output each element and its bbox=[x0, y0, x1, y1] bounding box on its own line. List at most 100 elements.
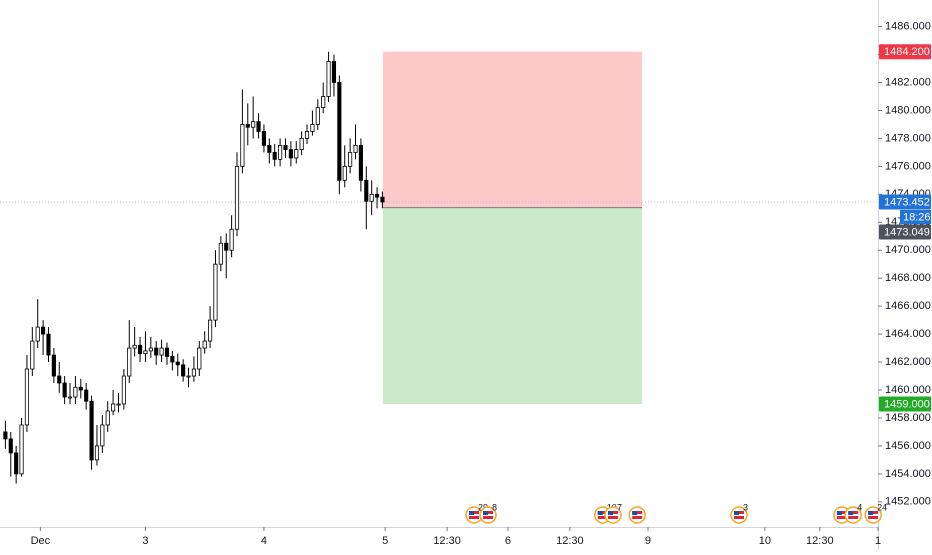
candle-body bbox=[137, 344, 143, 355]
candle-body bbox=[337, 82, 342, 181]
candle-body bbox=[57, 375, 62, 384]
candle-body bbox=[73, 386, 78, 398]
x-tick-label: 4 bbox=[261, 535, 267, 547]
candle-body bbox=[67, 396, 73, 399]
candle-body bbox=[94, 445, 100, 461]
flag-canton bbox=[469, 511, 475, 515]
candle-body bbox=[51, 354, 56, 377]
candle-body bbox=[19, 424, 24, 475]
candle-body bbox=[170, 356, 175, 363]
candle-body bbox=[148, 347, 153, 352]
candle-body bbox=[299, 137, 304, 150]
event-count: 3 bbox=[743, 502, 748, 512]
candle-body bbox=[111, 403, 116, 412]
y-tick-label: 1456.000 bbox=[885, 440, 931, 452]
candle-body bbox=[100, 424, 105, 447]
candle-body bbox=[208, 319, 213, 342]
y-tick-label: 1454.000 bbox=[885, 468, 931, 480]
candle-body bbox=[89, 400, 94, 461]
candle-body bbox=[186, 375, 191, 378]
y-tick-label: 1478.000 bbox=[885, 132, 931, 144]
event-icon bbox=[844, 506, 862, 524]
candle-body bbox=[143, 350, 148, 355]
candle-body bbox=[154, 347, 159, 356]
event-icon bbox=[465, 506, 483, 524]
candle-body bbox=[218, 242, 223, 265]
candle-body bbox=[84, 389, 89, 402]
candle-body bbox=[288, 149, 293, 159]
candle-body bbox=[127, 347, 132, 377]
candle-body bbox=[342, 165, 347, 181]
candle-body bbox=[358, 144, 363, 181]
event-count: 29 bbox=[478, 502, 488, 512]
x-tick-label: Dec bbox=[31, 535, 51, 547]
candle-body bbox=[35, 326, 40, 342]
target-label-box bbox=[879, 396, 931, 412]
candle-body bbox=[132, 344, 137, 349]
y-tick-label: 1466.000 bbox=[885, 300, 931, 312]
candle-body bbox=[24, 368, 30, 426]
candle-body bbox=[191, 368, 196, 377]
flag-canton bbox=[734, 511, 740, 515]
candle-body bbox=[41, 326, 46, 335]
event-icon bbox=[730, 506, 748, 524]
y-tick-label: 1452.000 bbox=[885, 496, 931, 508]
countdown-label: 18:26 bbox=[903, 211, 931, 223]
candle-body bbox=[278, 144, 283, 160]
profit-zone bbox=[382, 207, 643, 404]
y-tick-label: 1486.000 bbox=[885, 20, 931, 32]
flag-canton bbox=[868, 511, 874, 515]
candle-body bbox=[229, 228, 234, 251]
event-count: 8 bbox=[492, 502, 497, 512]
candle-body bbox=[310, 124, 315, 132]
entry-label-box bbox=[879, 224, 931, 240]
candle-body bbox=[175, 361, 180, 366]
candle-body bbox=[234, 165, 240, 230]
x-tick-label: 12:30 bbox=[556, 535, 584, 547]
y-tick-label: 1470.000 bbox=[885, 244, 931, 256]
target-label: 1459.000 bbox=[884, 398, 930, 410]
candle-body bbox=[164, 347, 170, 357]
candle-body bbox=[315, 107, 320, 125]
candle-body bbox=[353, 144, 358, 153]
candle-body bbox=[46, 333, 51, 356]
candle-body bbox=[251, 121, 256, 128]
x-tick-label: 3 bbox=[142, 535, 148, 547]
y-tick-label: 1462.000 bbox=[885, 356, 931, 368]
candle-body bbox=[283, 144, 288, 150]
y-tick-label: 1460.000 bbox=[885, 384, 931, 396]
candle-body bbox=[256, 121, 261, 132]
flag-canton bbox=[607, 511, 613, 515]
event-icon bbox=[604, 506, 622, 524]
candle-body bbox=[30, 340, 35, 370]
y-tick-label: 1458.000 bbox=[885, 412, 931, 424]
x-tick-label: 10 bbox=[759, 535, 771, 547]
y-tick-label: 1482.000 bbox=[885, 76, 931, 88]
x-tick-label: 5 bbox=[382, 535, 388, 547]
candle-body bbox=[105, 410, 110, 426]
candle-body bbox=[8, 438, 13, 454]
countdown-box bbox=[900, 209, 931, 224]
event-icon bbox=[864, 506, 882, 524]
candle-body bbox=[181, 364, 186, 377]
candle-body bbox=[3, 431, 8, 440]
candle-body bbox=[267, 144, 272, 153]
candle-body bbox=[121, 375, 126, 405]
x-tick-label: 12:30 bbox=[433, 535, 461, 547]
candle-body bbox=[374, 193, 380, 198]
event-count: 7 bbox=[617, 502, 622, 512]
x-tick-label: 6 bbox=[505, 535, 511, 547]
flag-canton bbox=[632, 511, 638, 515]
candle-body bbox=[272, 151, 277, 160]
candle-body bbox=[348, 151, 353, 167]
x-tick-label: 12:30 bbox=[806, 535, 834, 547]
candle-body bbox=[213, 263, 218, 321]
x-tick-label: 1 bbox=[875, 535, 881, 547]
candle-body bbox=[294, 149, 299, 159]
candle-body bbox=[245, 124, 250, 128]
event-count: 4 bbox=[857, 502, 862, 512]
candle-body bbox=[380, 196, 385, 203]
flag-canton bbox=[848, 511, 854, 515]
candle-body bbox=[369, 193, 374, 202]
